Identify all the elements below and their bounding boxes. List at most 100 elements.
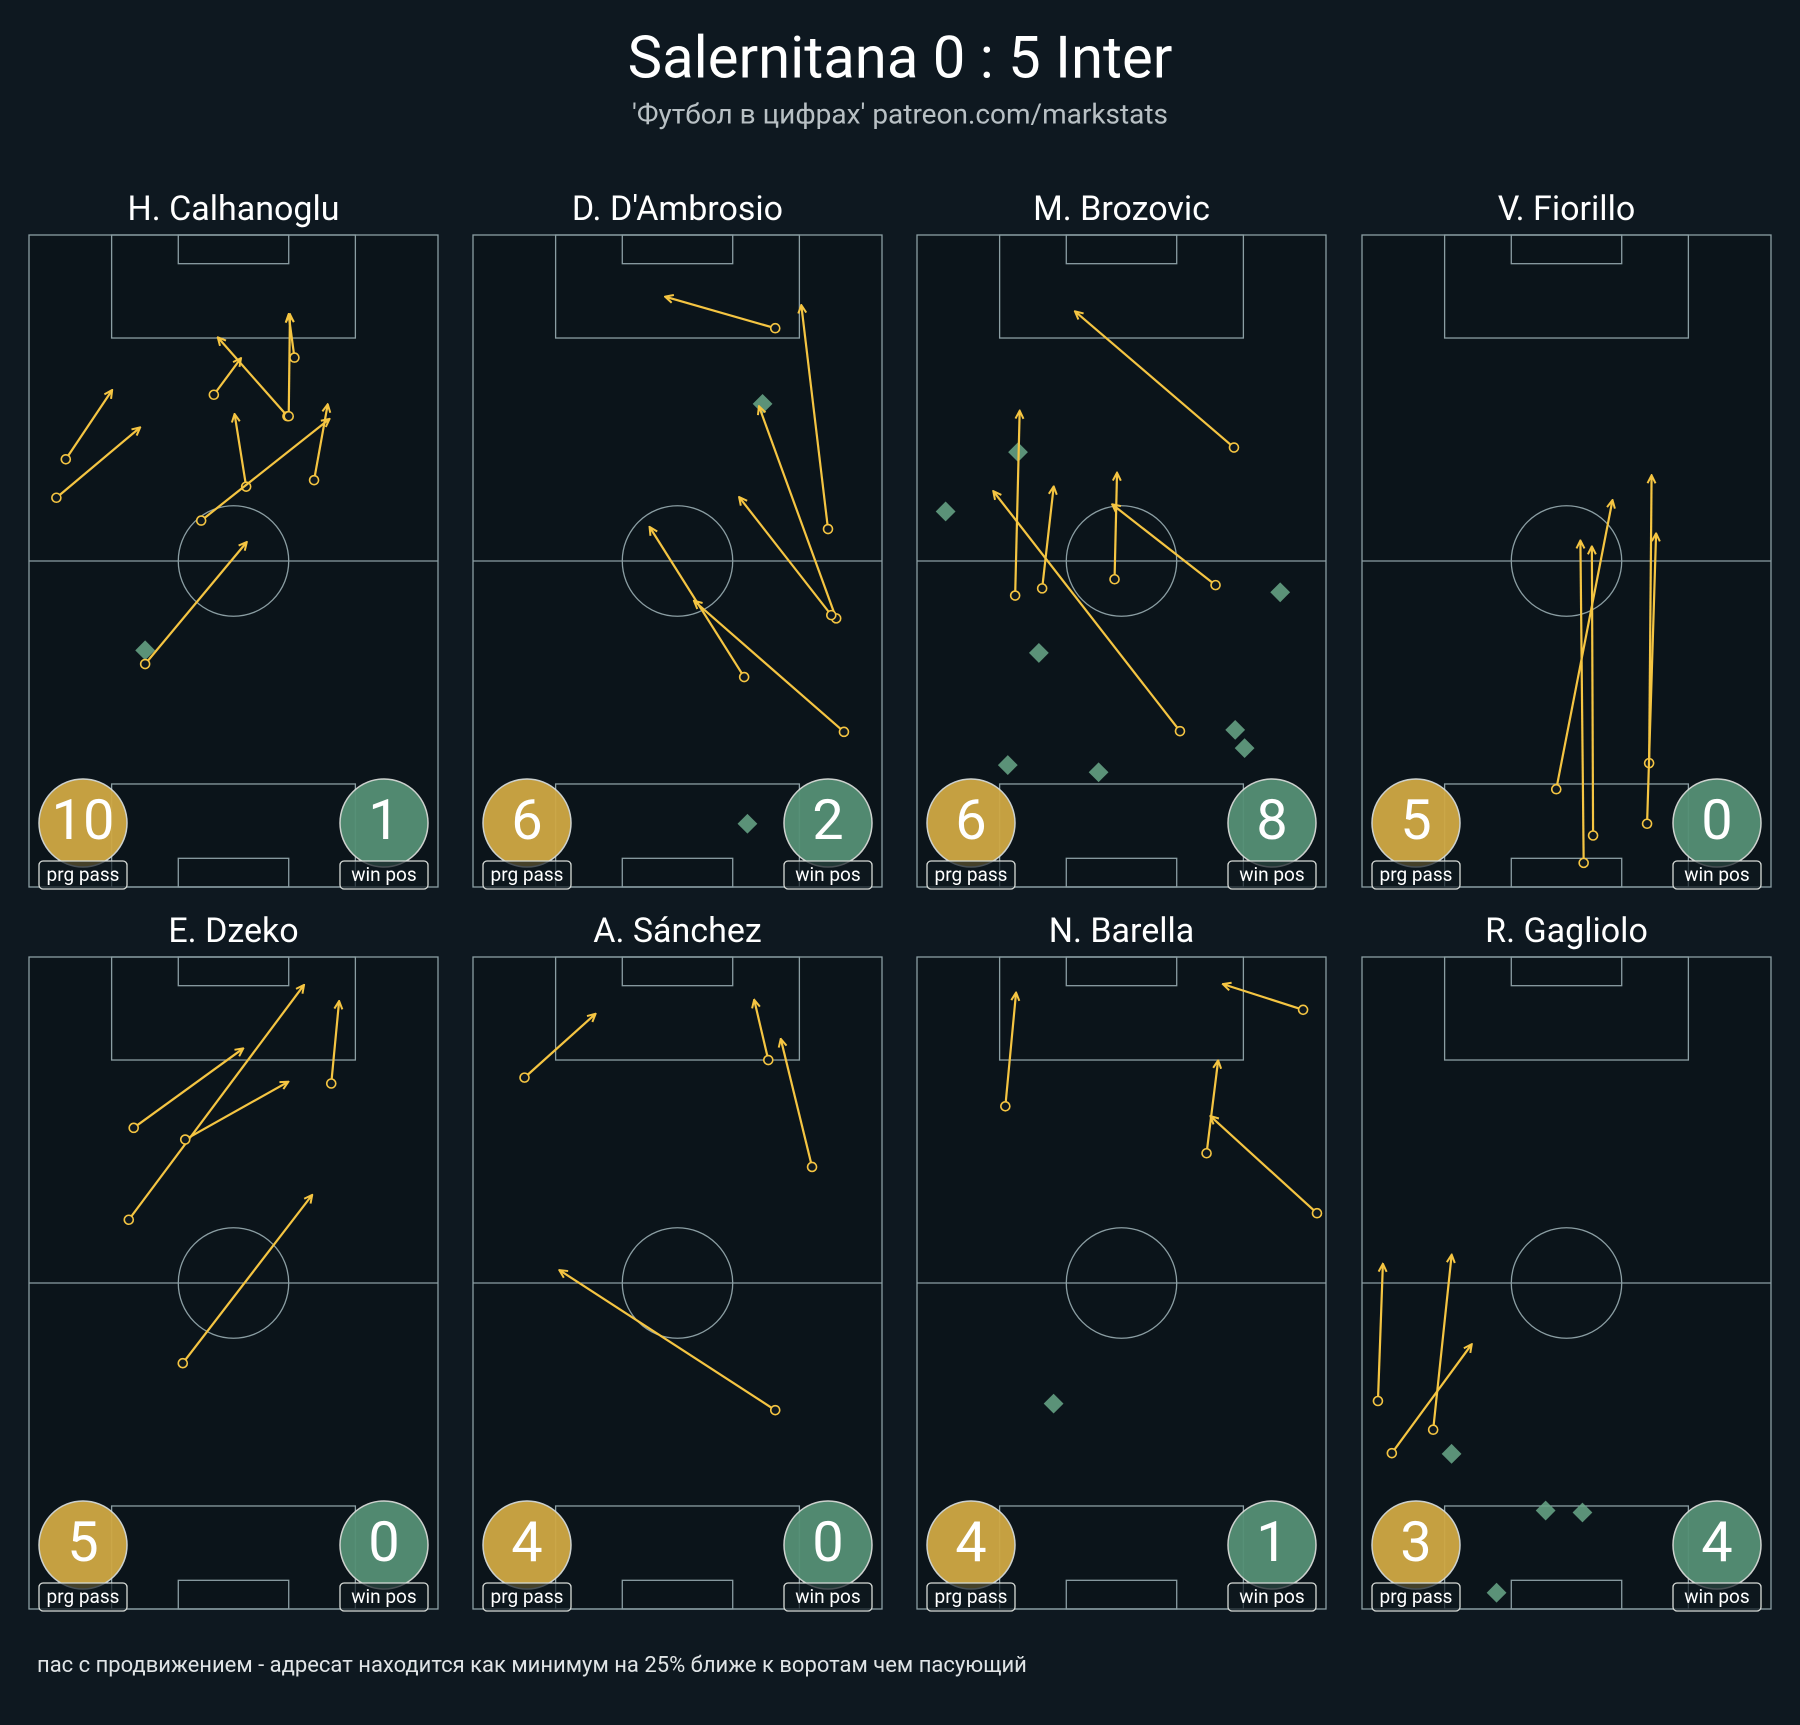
pass-start	[1036, 583, 1048, 594]
stat-label: win pos	[795, 863, 860, 886]
stat-value: 6	[955, 787, 986, 853]
pass-start	[123, 1214, 135, 1226]
box	[621, 857, 734, 888]
pass-start	[822, 523, 834, 535]
pass-arrow	[133, 1049, 243, 1129]
stat-label-box	[783, 860, 873, 890]
stat-value: 1	[368, 787, 399, 853]
pass-start	[1009, 590, 1021, 601]
pass-start	[1000, 1101, 1011, 1112]
stat-label-box	[1371, 860, 1461, 890]
pass-start	[1641, 818, 1653, 830]
box	[1510, 1579, 1623, 1610]
win-position	[1028, 643, 1049, 663]
pass-arrow	[1115, 474, 1117, 580]
stat-label-box	[482, 860, 572, 890]
pass-start	[838, 726, 850, 738]
pass-arrow	[1113, 505, 1217, 586]
win-position	[1234, 738, 1255, 759]
pass-map-panel: N. Barella 4 prg pass 1 win pos	[916, 911, 1327, 1612]
pass-arrow	[781, 1040, 814, 1168]
pass-arrow	[64, 391, 112, 460]
center-circle	[621, 505, 734, 617]
pass-start	[1210, 579, 1221, 591]
pass-arrow	[1580, 541, 1583, 863]
pass-start	[325, 1078, 337, 1089]
player-name: D. D'Ambrosio	[572, 189, 783, 229]
pass-start	[1201, 1147, 1212, 1159]
box	[1065, 857, 1178, 888]
pass-start	[1386, 1447, 1398, 1459]
box	[177, 956, 290, 987]
pass-map-panel: E. Dzeko 5 prg pass 0 win pos	[28, 911, 439, 1612]
stat-value: 5	[1400, 787, 1431, 853]
pass-map-panel: V. Fiorillo 5 prg pass 0 win pos	[1361, 189, 1772, 890]
pass-arrow	[666, 297, 776, 330]
pass-start	[1174, 725, 1186, 737]
pass-start	[1372, 1395, 1384, 1407]
stat-label-box	[926, 1582, 1016, 1612]
pass-start	[769, 322, 781, 334]
stat-label-box	[38, 1582, 128, 1612]
pass-arrow	[1555, 501, 1612, 790]
stat-label-box	[1672, 860, 1762, 890]
pass-start	[139, 658, 151, 670]
pass-start	[1578, 857, 1589, 869]
pass-arrow	[235, 415, 248, 487]
stat-value: 0	[812, 1509, 843, 1575]
box	[177, 857, 290, 888]
pass-start	[177, 1357, 189, 1369]
pass-arrow	[1592, 547, 1593, 836]
footnote: пас с продвижением - адресат находится к…	[37, 1653, 1027, 1678]
pass-start	[208, 389, 220, 401]
pass-start	[769, 1404, 781, 1416]
stat-value: 3	[1400, 1509, 1431, 1575]
pass-map-panel: M. Brozovic 6 prg pass 8 win pos	[916, 189, 1327, 890]
stat-label: prg pass	[1380, 863, 1453, 886]
center-circle	[177, 505, 290, 617]
pass-start	[1109, 573, 1120, 585]
box	[1510, 857, 1623, 888]
box	[621, 1579, 734, 1610]
player-name: N. Barella	[1049, 911, 1195, 951]
stat-label-box	[339, 860, 429, 890]
stat-label: prg pass	[491, 863, 564, 886]
center-circle	[1065, 1227, 1178, 1339]
pass-arrow	[212, 359, 241, 396]
stat-value: 0	[1701, 787, 1732, 853]
pass-arrow	[330, 1002, 339, 1084]
center-circle	[177, 1227, 290, 1339]
pass-arrow	[218, 338, 289, 417]
pass-arrow	[289, 315, 290, 417]
pass-arrow	[1224, 984, 1304, 1011]
pass-start	[825, 609, 837, 621]
pass-start	[283, 410, 295, 422]
pass-start	[1550, 783, 1562, 795]
pass-start	[519, 1072, 530, 1083]
win-position	[1441, 1443, 1462, 1464]
box	[621, 956, 734, 987]
stat-label-box	[339, 1582, 429, 1612]
pass-start	[762, 1054, 774, 1066]
stat-label: prg pass	[47, 1585, 120, 1608]
box	[1510, 956, 1623, 987]
box	[1065, 1579, 1178, 1610]
pass-arrow	[759, 407, 838, 619]
title: Salernitana 0 : 5 Inter	[628, 24, 1173, 92]
pass-start	[1587, 830, 1599, 841]
win-position	[737, 813, 758, 834]
win-position	[1225, 719, 1246, 740]
stat-label: win pos	[1684, 863, 1749, 886]
pass-arrow	[695, 601, 845, 733]
pass-arrow	[1076, 312, 1235, 449]
player-name: E. Dzeko	[168, 911, 298, 951]
pass-arrow	[1432, 1256, 1451, 1430]
win-position	[1486, 1582, 1507, 1603]
pass-arrow	[181, 1196, 312, 1364]
pass-start	[1228, 442, 1240, 453]
pass-arrow	[1205, 1061, 1218, 1154]
pass-arrow	[1041, 487, 1053, 589]
player-name: H. Calhanoglu	[127, 189, 339, 229]
box	[621, 234, 734, 265]
